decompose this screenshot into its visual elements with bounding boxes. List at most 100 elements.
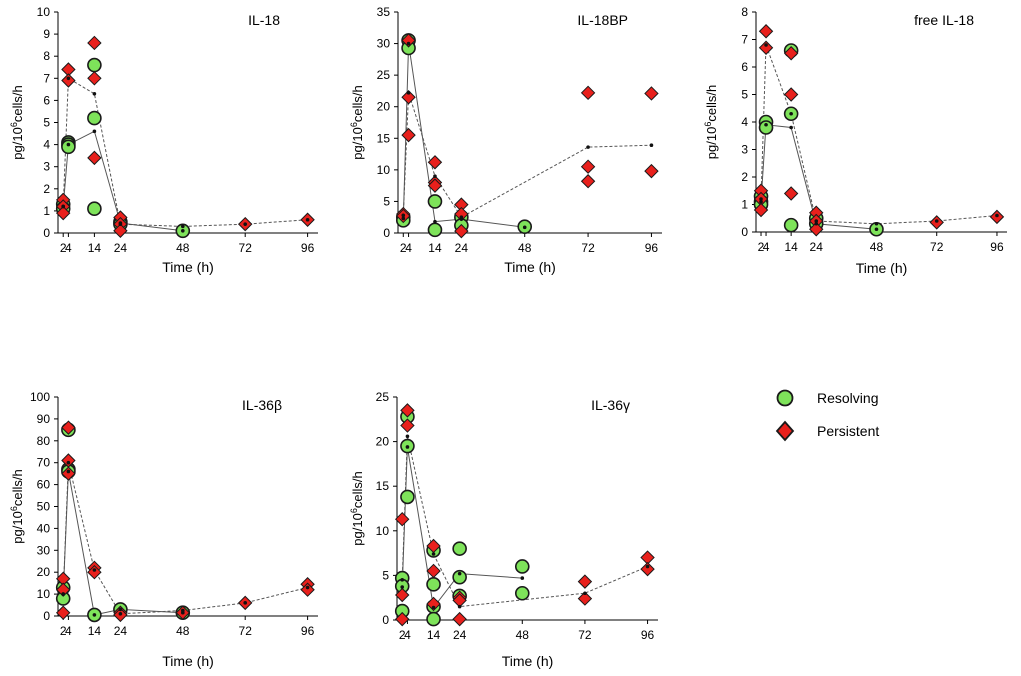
y-axis-label: pg/106cells/h: [9, 469, 25, 543]
persistent-mean-dot: [92, 568, 97, 572]
resolving-mean-line: [62, 471, 183, 616]
y-axis-label: pg/106cells/h: [9, 85, 25, 159]
x-axis-label: Time (h): [162, 653, 214, 669]
resolving-mean-dot: [401, 216, 406, 221]
x-tick-label: 72: [581, 241, 595, 255]
resolving-mean-dot: [457, 571, 462, 576]
legend-item-resolving: Resolving: [776, 389, 878, 407]
resolving-point: [427, 222, 443, 238]
persistent-mean-line: [401, 436, 648, 608]
x-tick-label: 2: [60, 241, 67, 255]
persistent-mean-dot: [649, 143, 654, 148]
persistent-mean-dot: [759, 197, 763, 201]
y-axis-label: pg/106cells/h: [703, 85, 719, 159]
y-tick-label: 6: [43, 93, 50, 107]
resolving-mean-dot: [406, 41, 411, 46]
persistent-mean-dot: [814, 219, 819, 223]
persistent-point: [580, 159, 596, 174]
persistent-point: [55, 205, 71, 221]
persistent-point: [395, 587, 410, 603]
y-tick-label: 2: [741, 170, 748, 184]
y-tick-label: 5: [741, 88, 748, 102]
x-tick-label: 72: [930, 240, 944, 254]
x-tick-label: 48: [518, 241, 532, 255]
resolving-point: [426, 611, 441, 627]
resolving-mean-line: [402, 43, 525, 228]
y-tick-label: 80: [37, 434, 51, 448]
y-tick-label: 8: [741, 5, 748, 19]
legend-item-persistent: Persistent: [775, 420, 879, 442]
y-tick-label: 10: [37, 587, 51, 601]
persistent-point: [454, 223, 469, 239]
persistent-point: [87, 150, 102, 166]
resolving-mean-dot: [814, 221, 819, 226]
chart-title: IL-36γ: [591, 397, 630, 413]
persistent-point: [783, 46, 799, 61]
y-axis-label: pg/106cells/h: [349, 471, 365, 545]
persistent-mean-dot: [66, 460, 71, 465]
persistent-mean-dot: [305, 217, 310, 222]
x-tick-label: 72: [239, 241, 253, 255]
x-axis-label: Time (h): [162, 259, 214, 275]
chart-panel-5: 0 5 10 15 20 25 24 14 24 48 72 96 IL-36γ Time (h) pg/1…: [349, 390, 658, 669]
persistent-point: [783, 87, 799, 102]
persistent-point: [427, 178, 443, 193]
x-tick-label: 96: [990, 240, 1004, 254]
chart-panel-4: 0 10 20 30 40 50 60 70 80 90 100 24 14 24 48 72 96 IL-36β…: [9, 390, 318, 669]
x-axis-label: Time (h): [504, 259, 556, 275]
y-tick-label: 4: [43, 138, 50, 152]
x-tick-label: 14: [88, 624, 102, 638]
legend-resolving-marker: [776, 389, 794, 407]
persistent-point: [426, 563, 441, 579]
persistent-point: [55, 605, 71, 620]
y-tick-label: 6: [741, 60, 748, 74]
y-tick-label: 3: [43, 160, 50, 174]
y-tick-label: 15: [377, 131, 391, 145]
persistent-point: [783, 186, 799, 201]
y-tick-label: 20: [376, 435, 390, 449]
persistent-point: [644, 86, 659, 101]
persistent-point: [113, 223, 128, 238]
resolving-point: [514, 559, 530, 574]
persistent-point: [580, 85, 596, 101]
persistent-mean-dot: [66, 76, 71, 81]
y-axis-label: pg/106cells/h: [349, 85, 365, 159]
resolving-mean-dot: [118, 607, 123, 612]
y-tick-label: 7: [741, 33, 748, 47]
y-tick-label: 1: [43, 204, 50, 218]
persistent-mean-dot: [934, 219, 939, 223]
persistent-point: [427, 155, 443, 170]
resolving-point: [87, 110, 102, 126]
y-tick-label: 5: [43, 116, 50, 130]
y-tick-label: 8: [43, 49, 50, 63]
y-tick-label: 10: [377, 163, 391, 177]
x-tick-label: 96: [645, 241, 659, 255]
chart-title: IL-18: [248, 12, 280, 28]
persistent-point: [758, 40, 774, 55]
y-tick-label: 100: [30, 390, 50, 404]
persistent-point: [87, 35, 102, 51]
y-tick-label: 60: [37, 478, 51, 492]
persistent-point: [580, 174, 596, 189]
persistent-point: [401, 90, 416, 105]
x-tick-label: 4: [404, 628, 411, 642]
resolving-point: [452, 541, 467, 556]
x-tick-label: 2: [400, 241, 407, 255]
x-axis-label: Time (h): [856, 260, 908, 276]
y-tick-label: 40: [37, 521, 51, 535]
x-tick-label: 24: [453, 628, 467, 642]
persistent-point: [87, 71, 102, 86]
resolving-point: [783, 217, 799, 233]
persistent-point: [400, 403, 415, 418]
persistent-point: [87, 564, 102, 580]
x-tick-label: 4: [405, 241, 412, 255]
persistent-point: [426, 596, 441, 612]
persistent-mean-dot: [181, 224, 185, 229]
x-tick-label: 14: [88, 241, 102, 255]
y-tick-label: 9: [43, 27, 50, 41]
persistent-point: [400, 418, 415, 433]
persistent-mean-line: [62, 462, 308, 615]
resolving-point: [452, 569, 467, 585]
